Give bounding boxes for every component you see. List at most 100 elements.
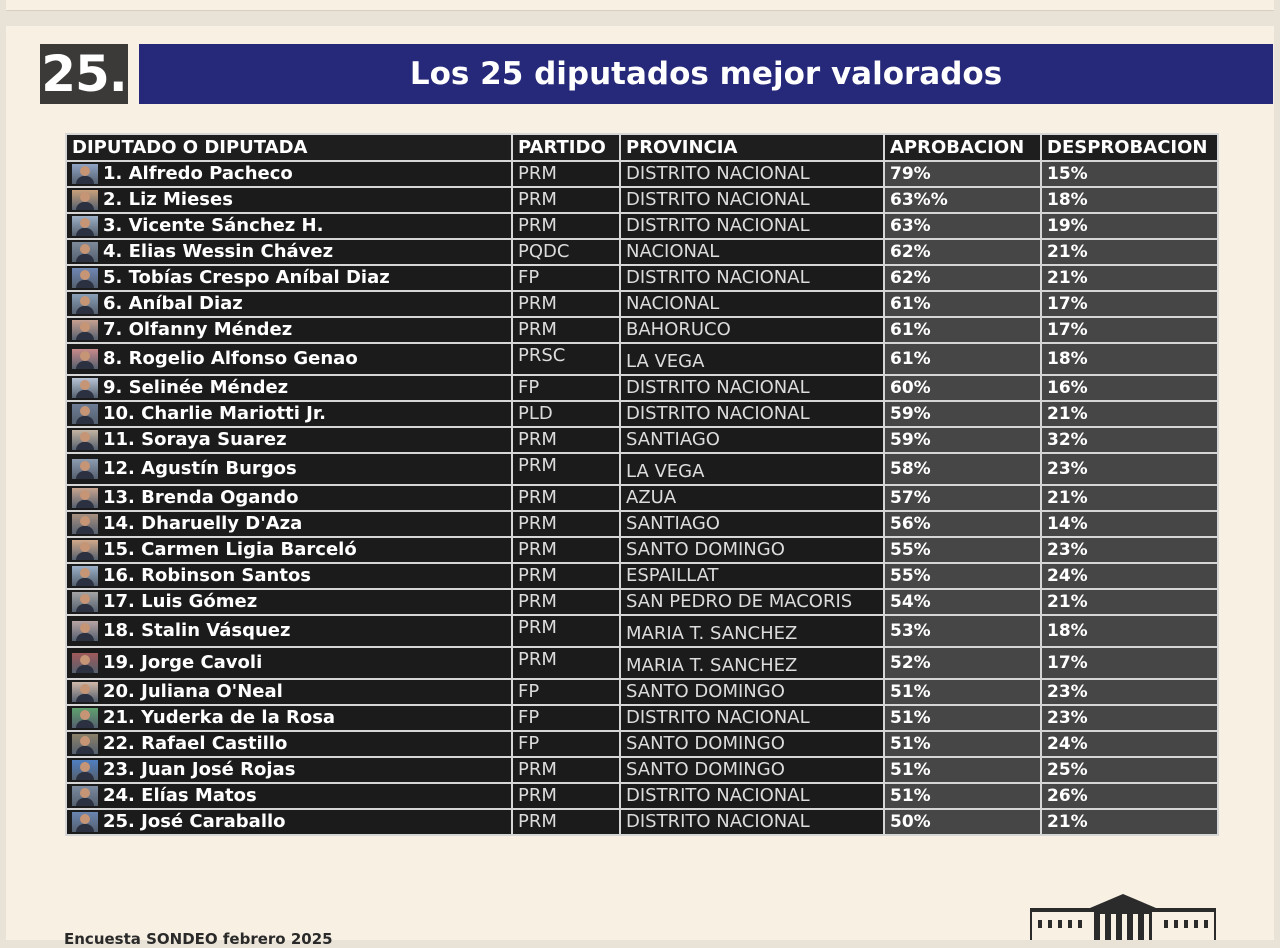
- table-row: 4. Elias Wessin Chávez PQDC NACIONAL 62% 21%: [65, 238, 1219, 266]
- deputy-name-cell: 25. José Caraballo: [65, 808, 513, 836]
- approval-text: 50%: [890, 812, 931, 832]
- table-row: 6. Aníbal Diaz PRM NACIONAL 61% 17%: [65, 290, 1219, 318]
- disapproval-cell: 26%: [1040, 782, 1219, 810]
- disapproval-cell: 14%: [1040, 510, 1219, 538]
- approval-text: 54%: [890, 592, 931, 612]
- deputy-photo-icon: [72, 734, 98, 754]
- province-text: MARIA T. SANCHEZ: [626, 655, 798, 676]
- approval-text: 55%: [890, 566, 931, 586]
- deputy-name-text: 12. Agustín Burgos: [103, 458, 297, 479]
- province-text: LA VEGA: [626, 351, 705, 372]
- party-cell: FP: [511, 704, 621, 732]
- approval-text: 61%: [890, 349, 931, 369]
- approval-text: 55%: [890, 540, 931, 560]
- deputy-name-cell: 3. Vicente Sánchez H.: [65, 212, 513, 240]
- party-text: PQDC: [518, 241, 570, 262]
- deputy-name-cell: 2. Liz Mieses: [65, 186, 513, 214]
- province-cell: ESPAILLAT: [619, 562, 885, 590]
- province-cell: SANTO DOMINGO: [619, 756, 885, 784]
- province-cell: LA VEGA: [619, 452, 885, 486]
- approval-cell: 51%: [883, 704, 1042, 732]
- province-text: DISTRITO NACIONAL: [626, 163, 810, 184]
- deputy-name-cell: 17. Luis Gómez: [65, 588, 513, 616]
- province-text: DISTRITO NACIONAL: [626, 403, 810, 424]
- deputy-name-text: 4. Elias Wessin Chávez: [103, 241, 334, 262]
- party-text: PRM: [518, 189, 557, 210]
- disapproval-cell: 16%: [1040, 374, 1219, 402]
- deputy-name-cell: 16. Robinson Santos: [65, 562, 513, 590]
- party-cell: FP: [511, 730, 621, 758]
- deputy-name-text: 19. Jorge Cavoli: [103, 652, 263, 673]
- table-row: 10. Charlie Mariotti Jr. PLD DISTRITO NACI…: [65, 400, 1219, 428]
- table-row: 21. Yuderka de la Rosa FP DISTRITO NACIONA…: [65, 704, 1219, 732]
- table-row: 16. Robinson Santos PRM ESPAILLAT 55% 24%: [65, 562, 1219, 590]
- table-row: 17. Luis Gómez PRM SAN PEDRO DE MACORIS 54%…: [65, 588, 1219, 616]
- province-text: DISTRITO NACIONAL: [626, 189, 810, 210]
- approval-cell: 59%: [883, 400, 1042, 428]
- party-cell: PRM: [511, 808, 621, 836]
- party-text: PRM: [518, 811, 557, 832]
- province-cell: SANTO DOMINGO: [619, 730, 885, 758]
- deputy-name-text: 21. Yuderka de la Rosa: [103, 707, 336, 728]
- party-cell: FP: [511, 264, 621, 292]
- disapproval-cell: 23%: [1040, 452, 1219, 486]
- approval-text: 63%: [890, 216, 931, 236]
- approval-text: 59%: [890, 430, 931, 450]
- deputy-photo-icon: [72, 216, 98, 236]
- party-cell: PRM: [511, 290, 621, 318]
- deputy-photo-icon: [72, 242, 98, 262]
- table-row: 3. Vicente Sánchez H. PRM DISTRITO NACIONA…: [65, 212, 1219, 240]
- party-cell: PRM: [511, 782, 621, 810]
- approval-cell: 53%: [883, 614, 1042, 648]
- disapproval-text: 21%: [1047, 592, 1088, 612]
- deputy-name-cell: 1. Alfredo Pacheco: [65, 160, 513, 188]
- approval-text: 62%: [890, 242, 931, 262]
- table-row: 18. Stalin Vásquez PRM MARIA T. SANCHEZ 53%…: [65, 614, 1219, 648]
- party-cell: FP: [511, 678, 621, 706]
- party-cell: PLD: [511, 400, 621, 428]
- table-row: 12. Agustín Burgos PRM LA VEGA 58% 23%: [65, 452, 1219, 486]
- deputy-photo-icon: [72, 786, 98, 806]
- province-cell: NACIONAL: [619, 238, 885, 266]
- party-cell: PRM: [511, 646, 621, 680]
- disapproval-cell: 18%: [1040, 342, 1219, 376]
- deputy-name-cell: 7. Olfanny Méndez: [65, 316, 513, 344]
- approval-cell: 51%: [883, 730, 1042, 758]
- deputy-photo-icon: [72, 190, 98, 210]
- deputy-name-cell: 4. Elias Wessin Chávez: [65, 238, 513, 266]
- approval-text: 56%: [890, 514, 931, 534]
- deputy-name-cell: 15. Carmen Ligia Barceló: [65, 536, 513, 564]
- province-cell: LA VEGA: [619, 342, 885, 376]
- party-text: PRM: [518, 617, 557, 638]
- approval-cell: 50%: [883, 808, 1042, 836]
- disapproval-text: 15%: [1047, 164, 1088, 184]
- party-cell: PRM: [511, 536, 621, 564]
- approval-text: 60%: [890, 378, 931, 398]
- approval-cell: 52%: [883, 646, 1042, 680]
- deputy-photo-icon: [72, 268, 98, 288]
- party-text: PRM: [518, 215, 557, 236]
- disapproval-cell: 21%: [1040, 264, 1219, 292]
- deputy-photo-icon: [72, 592, 98, 612]
- approval-text: 57%: [890, 488, 931, 508]
- province-text: SANTIAGO: [626, 429, 720, 450]
- deputy-photo-icon: [72, 621, 98, 641]
- deputy-photo-icon: [72, 708, 98, 728]
- previous-page-edge: [6, 0, 1274, 11]
- approval-cell: 51%: [883, 782, 1042, 810]
- province-text: NACIONAL: [626, 241, 720, 262]
- approval-cell: 79%: [883, 160, 1042, 188]
- table-header-row: DIPUTADO O DIPUTADA PARTIDO PROVINCIA AP…: [65, 133, 1219, 162]
- province-cell: DISTRITO NACIONAL: [619, 160, 885, 188]
- deputy-name-text: 10. Charlie Mariotti Jr.: [103, 403, 326, 424]
- approval-cell: 51%: [883, 678, 1042, 706]
- approval-cell: 57%: [883, 484, 1042, 512]
- province-cell: DISTRITO NACIONAL: [619, 374, 885, 402]
- province-cell: BAHORUCO: [619, 316, 885, 344]
- approval-cell: 55%: [883, 562, 1042, 590]
- page-title: Los 25 diputados mejor valorados: [139, 44, 1273, 104]
- disapproval-cell: 24%: [1040, 562, 1219, 590]
- approval-cell: 61%: [883, 290, 1042, 318]
- deputy-name-text: 16. Robinson Santos: [103, 565, 312, 586]
- table-row: 2. Liz Mieses PRM DISTRITO NACIONAL 63%% 18%: [65, 186, 1219, 214]
